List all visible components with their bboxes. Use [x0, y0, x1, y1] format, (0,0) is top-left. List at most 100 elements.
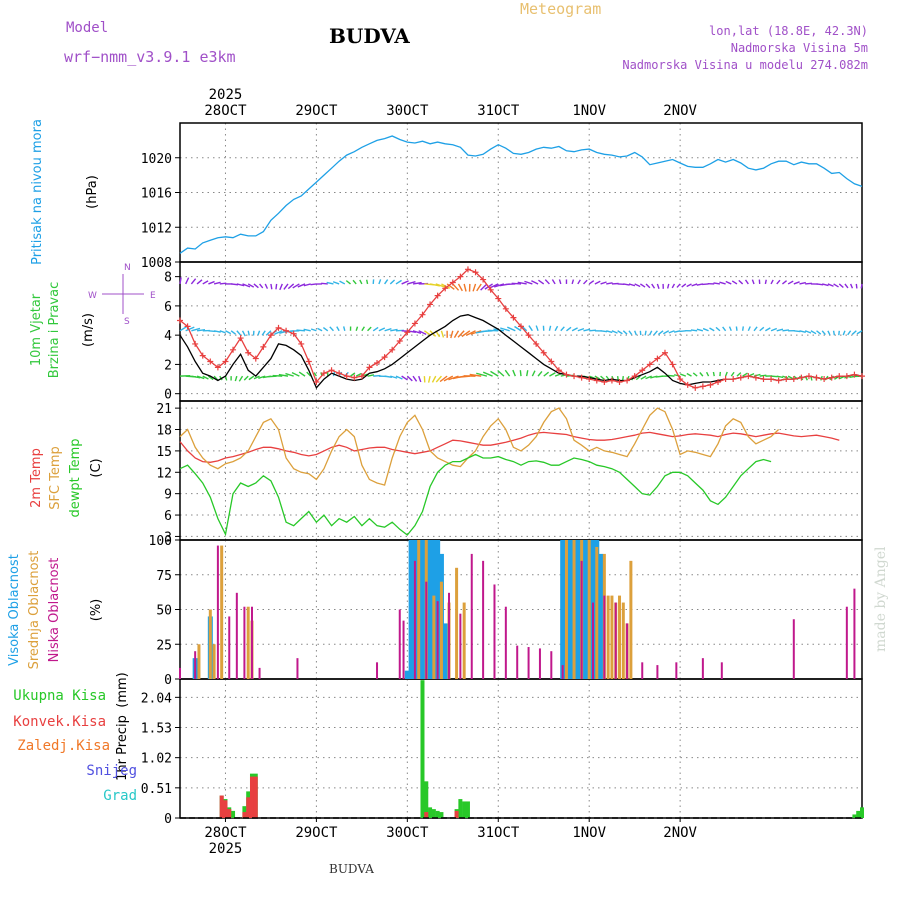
- wind-barb: [453, 330, 460, 339]
- wind-barb: [224, 375, 228, 381]
- cloud-bar: [621, 602, 625, 679]
- y-tick-label: 6: [164, 300, 172, 315]
- cloud-bar: [427, 540, 433, 679]
- precip-legend-item: Snijeg: [86, 763, 137, 779]
- wind-barb: [776, 279, 781, 285]
- gust-marker: [298, 340, 305, 347]
- wind-barb: [724, 371, 728, 377]
- cloud-bar: [572, 540, 576, 679]
- gust-marker: [518, 323, 524, 330]
- wind-barb: [253, 283, 259, 289]
- wind-barb: [741, 326, 744, 331]
- wind-barb: [558, 279, 562, 285]
- wind-barb: [822, 283, 829, 287]
- cloud-bar: [626, 623, 629, 679]
- cloud-bar: [591, 602, 594, 679]
- wind-barb: [303, 283, 311, 287]
- wind-barb: [259, 283, 264, 289]
- wind-barb: [691, 283, 698, 287]
- lonlat-label: lon,lat (18.8E, 42.3N): [709, 24, 868, 38]
- pressure-ylabel: Pritisak na nivou mora: [30, 119, 45, 265]
- gust-marker: [230, 346, 237, 353]
- wind-barb: [583, 328, 591, 332]
- pressure-unit: (hPa): [85, 175, 100, 209]
- wind-barb: [753, 326, 758, 332]
- wind-barb: [219, 282, 227, 285]
- gust-marker: [192, 340, 199, 347]
- gust-marker: [495, 295, 502, 302]
- compass-west-label: W: [88, 291, 97, 301]
- gust-marker: [737, 374, 744, 381]
- cloud-bar: [720, 662, 723, 679]
- wind-barb: [537, 370, 543, 377]
- y-tick-label: 1020: [141, 152, 172, 167]
- wind-barb: [765, 327, 771, 332]
- wind-barb: [793, 281, 800, 285]
- wind-barb: [860, 283, 863, 289]
- gust-marker: [343, 373, 350, 380]
- wind-barb: [842, 330, 846, 336]
- wind-barb: [639, 283, 646, 288]
- gust-marker: [389, 346, 396, 353]
- wind-barb: [253, 375, 260, 380]
- gust-marker: [692, 384, 699, 391]
- precip-bar: [856, 810, 861, 818]
- y-tick-label: 0: [164, 673, 172, 688]
- precip-bar: [428, 807, 433, 818]
- wind-barb: [571, 279, 575, 285]
- wind-barb: [799, 281, 806, 285]
- wind-barb: [504, 369, 511, 377]
- wind-barb: [279, 283, 283, 291]
- gust-marker: [677, 376, 684, 383]
- panel-frame-temperature: [179, 400, 863, 541]
- wind-barb: [548, 325, 552, 331]
- gust-marker: [275, 324, 282, 331]
- gust-marker: [260, 343, 267, 350]
- wind-barb: [713, 282, 721, 285]
- wind-barb: [571, 327, 578, 332]
- y-tick-label: 12: [156, 466, 172, 481]
- cloud-bar: [442, 623, 448, 679]
- wind-barb: [213, 330, 221, 333]
- cloud-bar: [235, 592, 238, 679]
- precip-legend-item: Zaledj.Kisa: [17, 738, 110, 754]
- wind-barb: [844, 283, 849, 289]
- precip-bar: [454, 810, 459, 818]
- cloud-bar: [470, 553, 473, 679]
- wind-barb: [628, 330, 633, 335]
- x-tick-label-bottom: 28OCT: [204, 825, 247, 841]
- cloud-bar: [527, 647, 530, 679]
- wind-barb: [838, 283, 844, 289]
- wind-barb: [742, 372, 748, 377]
- gust-marker: [214, 364, 221, 371]
- t2m-line: [179, 431, 840, 463]
- wind-barb: [361, 326, 365, 332]
- wind-barb: [469, 373, 482, 377]
- gust-marker: [199, 352, 206, 359]
- cloud-bar: [618, 595, 622, 679]
- cloud-bar: [493, 584, 496, 679]
- gust-marker: [177, 317, 183, 324]
- wind-ylabel: 10m Vjetar: [29, 293, 44, 366]
- gust-marker: [608, 377, 615, 384]
- precip-bar: [465, 801, 470, 818]
- wind-barb: [744, 279, 749, 285]
- temp-ylabel2: SFC Temp: [48, 446, 63, 510]
- wind-barb: [816, 330, 822, 335]
- wind-barb: [722, 326, 727, 332]
- wind-barb: [191, 375, 201, 379]
- gust-marker: [472, 269, 479, 276]
- gust-marker: [540, 349, 547, 356]
- wind-barb: [272, 374, 283, 377]
- cloud-bar: [792, 619, 795, 679]
- cloud-bar: [404, 670, 410, 679]
- wind-barb: [648, 330, 653, 336]
- gust-marker: [813, 374, 820, 381]
- wind-barb: [736, 372, 742, 377]
- gust-marker: [684, 381, 691, 388]
- wind-barb: [634, 283, 641, 288]
- wind-barb: [680, 373, 687, 377]
- gust-marker: [374, 359, 381, 366]
- x-tick-label-bottom: 30OCT: [386, 825, 429, 841]
- cloud-bar: [246, 606, 250, 679]
